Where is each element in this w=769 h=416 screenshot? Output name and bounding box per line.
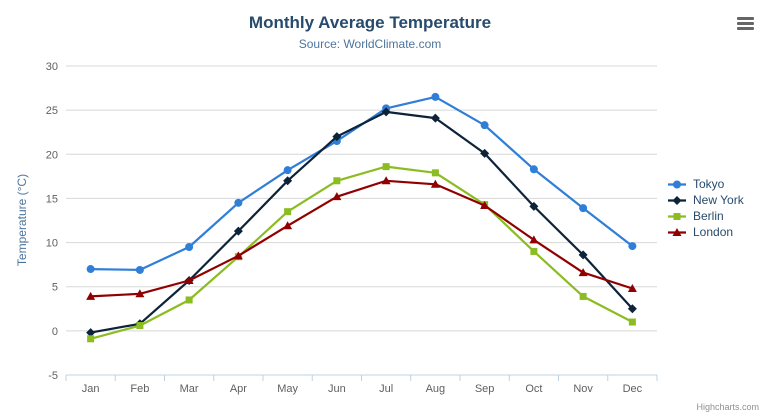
point-london-aug[interactable] xyxy=(430,179,440,188)
legend-marker-square-icon xyxy=(668,212,686,220)
point-berlin-jul[interactable] xyxy=(382,163,390,171)
point-berlin-oct[interactable] xyxy=(530,247,538,255)
x-axis-label-nov: Nov xyxy=(573,383,593,395)
hamburger-menu-icon[interactable] xyxy=(737,17,754,30)
point-london-feb[interactable] xyxy=(135,289,145,298)
point-tokyo-oct[interactable] xyxy=(529,165,538,174)
legend-marker-diamond-icon xyxy=(668,195,686,205)
point-london-apr[interactable] xyxy=(233,251,243,260)
point-berlin-feb[interactable] xyxy=(136,322,144,330)
x-axis-label-oct: Oct xyxy=(525,383,542,395)
y-axis-title: Temperature (°C) xyxy=(15,173,29,267)
point-london-dec[interactable] xyxy=(627,283,637,292)
legend-item-london[interactable]: London xyxy=(668,224,744,240)
legend-item-tokyo[interactable]: Tokyo xyxy=(668,176,744,192)
point-berlin-jan[interactable] xyxy=(87,335,95,343)
point-london-jan[interactable] xyxy=(86,291,96,300)
y-axis-label: 20 xyxy=(46,149,58,161)
legend: Tokyo New York Berlin London xyxy=(668,176,744,240)
point-london-nov[interactable] xyxy=(578,268,588,277)
point-london-oct[interactable] xyxy=(529,235,539,244)
point-london-jun[interactable] xyxy=(332,192,342,201)
x-axis-label-feb: Feb xyxy=(130,383,149,395)
point-new-york-jun[interactable] xyxy=(332,132,342,142)
legend-marker-berlin[interactable] xyxy=(673,212,681,220)
y-axis-label: -5 xyxy=(48,370,58,382)
point-london-may[interactable] xyxy=(283,221,293,230)
point-new-york-jul[interactable] xyxy=(381,107,391,117)
point-tokyo-may[interactable] xyxy=(283,166,292,175)
point-tokyo-feb[interactable] xyxy=(135,265,144,274)
point-berlin-may[interactable] xyxy=(284,208,292,216)
x-axis-label-sep: Sep xyxy=(475,383,495,395)
point-tokyo-aug[interactable] xyxy=(431,92,440,101)
point-berlin-dec[interactable] xyxy=(628,318,636,326)
point-london-jul[interactable] xyxy=(381,176,391,185)
y-axis-label: 5 xyxy=(52,282,58,294)
legend-marker-tokyo[interactable] xyxy=(673,180,681,188)
point-tokyo-dec[interactable] xyxy=(628,242,637,251)
point-new-york-oct[interactable] xyxy=(529,201,539,211)
point-new-york-may[interactable] xyxy=(283,176,293,186)
point-tokyo-jan[interactable] xyxy=(86,265,95,274)
x-axis-label-dec: Dec xyxy=(623,383,643,395)
x-axis-label-may: May xyxy=(277,383,298,395)
x-axis-label-aug: Aug xyxy=(426,383,446,395)
legend-item-berlin[interactable]: Berlin xyxy=(668,208,744,224)
legend-label-new-york: New York xyxy=(693,193,744,207)
point-new-york-aug[interactable] xyxy=(430,113,440,123)
x-axis-label-jan: Jan xyxy=(82,383,100,395)
point-new-york-apr[interactable] xyxy=(233,226,243,236)
point-london-mar[interactable] xyxy=(184,276,194,285)
y-axis-label: 0 xyxy=(52,326,58,338)
legend-label-tokyo: Tokyo xyxy=(693,177,725,191)
series-line-tokyo[interactable] xyxy=(89,95,634,271)
y-axis-label: 10 xyxy=(46,238,58,250)
legend-marker-triangle-icon xyxy=(668,227,686,236)
point-new-york-nov[interactable] xyxy=(578,250,588,260)
legend-item-new-york[interactable]: New York xyxy=(668,192,744,208)
x-axis-label-jun: Jun xyxy=(328,383,346,395)
series-line-london[interactable] xyxy=(89,179,634,298)
credits-link[interactable]: Highcharts.com xyxy=(696,402,759,412)
point-new-york-dec[interactable] xyxy=(627,304,637,314)
x-axis-label-jul: Jul xyxy=(379,383,393,395)
point-london-sep[interactable] xyxy=(480,200,490,209)
point-new-york-sep[interactable] xyxy=(480,148,490,158)
point-tokyo-mar[interactable] xyxy=(185,242,194,251)
point-berlin-nov[interactable] xyxy=(579,292,587,300)
point-tokyo-apr[interactable] xyxy=(234,198,243,207)
legend-label-berlin: Berlin xyxy=(693,209,724,223)
series-line-new-york[interactable] xyxy=(89,110,634,334)
legend-label-london: London xyxy=(693,225,734,239)
point-berlin-jun[interactable] xyxy=(333,177,341,185)
legend-marker-circle-icon xyxy=(668,180,686,188)
point-berlin-aug[interactable] xyxy=(431,169,439,177)
point-tokyo-sep[interactable] xyxy=(480,121,489,130)
point-tokyo-nov[interactable] xyxy=(579,204,588,213)
y-axis-label: 25 xyxy=(46,105,58,117)
legend-marker-new-york[interactable] xyxy=(672,195,682,205)
point-new-york-jan[interactable] xyxy=(86,328,96,338)
y-axis-label: 30 xyxy=(46,61,58,73)
y-axis-label: 15 xyxy=(46,193,58,205)
series-line-berlin[interactable] xyxy=(89,165,634,340)
chart-title: Monthly Average Temperature xyxy=(248,13,492,32)
x-axis-label-apr: Apr xyxy=(230,383,247,395)
chart-subtitle: Source: WorldClimate.com xyxy=(298,37,442,51)
x-axis-label-mar: Mar xyxy=(180,383,199,395)
legend-marker-london[interactable] xyxy=(672,227,682,236)
point-berlin-mar[interactable] xyxy=(185,296,193,304)
